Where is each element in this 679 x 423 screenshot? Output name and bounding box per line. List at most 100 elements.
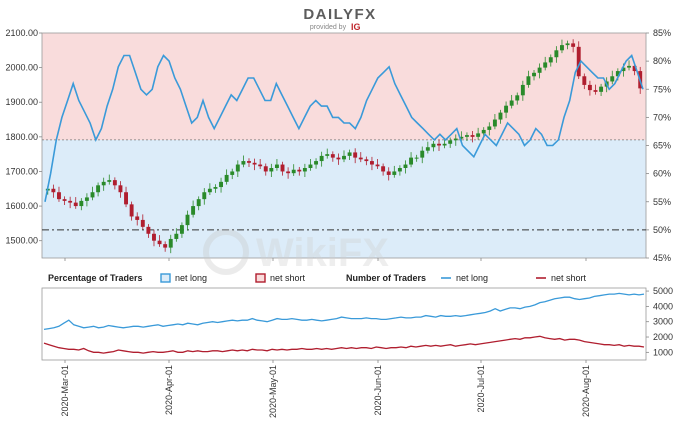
percentage-legend-title: Percentage of Traders — [48, 273, 143, 283]
x-tick-label: 2020-Aug-01 — [581, 365, 591, 417]
price-candle — [207, 188, 212, 193]
price-candle — [129, 204, 134, 217]
right-tick-label: 80% — [653, 56, 671, 66]
reference-lines — [42, 139, 646, 231]
price-candle — [470, 135, 475, 137]
watermark-globe-icon — [203, 229, 249, 275]
price-candle — [599, 86, 604, 92]
price-candle — [498, 112, 503, 120]
price-candle — [152, 233, 156, 241]
price-candle — [420, 150, 425, 158]
percentage-legend: Percentage of Traders net long net short — [48, 273, 306, 283]
count-tick-label: 2000 — [653, 332, 673, 342]
left-tick-label: 1700.00 — [5, 166, 38, 176]
logo-text: DAILYFX — [303, 6, 376, 23]
price-candle — [297, 169, 302, 172]
price-candle — [235, 164, 240, 172]
price-candle — [392, 171, 397, 175]
count-tick-label: 5000 — [653, 286, 673, 296]
price-candle — [336, 157, 341, 160]
left-tick-label: 2100.00 — [5, 28, 38, 38]
net-long-majority-zone — [42, 33, 646, 140]
x-tick-label: 2020-Apr-01 — [164, 365, 174, 415]
price-candle — [459, 136, 464, 139]
price-candle — [582, 76, 587, 85]
price-candle — [347, 152, 352, 156]
x-tick-label: 2020-May-01 — [268, 365, 278, 418]
right-tick-label: 65% — [653, 141, 671, 151]
price-candle — [369, 161, 374, 165]
price-candle — [241, 161, 246, 165]
net-long-count-line — [43, 292, 645, 331]
price-candle — [381, 166, 386, 172]
right-tick-label: 60% — [653, 169, 671, 179]
price-candle — [163, 244, 168, 248]
price-candle — [526, 76, 531, 85]
right-percent-axis: 85% 80% 75% 70% 65% 60% 55% 50% 45% — [646, 28, 671, 263]
price-candle — [185, 214, 190, 226]
price-candle — [621, 67, 626, 72]
right-tick-label: 85% — [653, 28, 671, 38]
right-tick-label: 75% — [653, 84, 671, 94]
right-tick-label: 70% — [653, 112, 671, 122]
price-candle — [191, 206, 196, 215]
count-tick-label: 4000 — [653, 301, 673, 311]
price-candle — [537, 67, 542, 73]
price-candle — [302, 168, 307, 172]
price-candle — [481, 129, 486, 134]
dailyfx-logo: DAILYFX provided by IG — [303, 6, 376, 32]
number-net-long-label: net long — [456, 273, 488, 283]
price-candle — [213, 187, 218, 189]
number-legend-title: Number of Traders — [346, 273, 426, 283]
price-candle — [90, 192, 95, 198]
price-candle — [431, 143, 436, 148]
price-candle — [353, 152, 358, 158]
price-candle — [146, 226, 151, 234]
price-candle — [319, 155, 324, 162]
left-tick-label: 1600.00 — [5, 201, 38, 211]
left-tick-label: 1800.00 — [5, 132, 38, 142]
price-candle — [157, 240, 162, 245]
price-candle — [375, 164, 380, 167]
price-candle — [168, 238, 173, 248]
price-candle — [576, 46, 581, 77]
price-candle — [140, 219, 145, 227]
left-price-axis: 2100.00 2000.00 1900.00 1800.00 1700.00 1600.… — [5, 28, 42, 246]
price-candle — [202, 192, 207, 200]
price-candle — [587, 84, 592, 91]
number-of-traders-plot: 5000 4000 3000 2000 1000 — [41, 286, 673, 361]
price-candle — [543, 62, 548, 68]
net-long-legend-label: net long — [175, 273, 207, 283]
price-candle — [409, 157, 414, 165]
net-short-legend-label: net short — [270, 273, 306, 283]
price-candle — [437, 143, 441, 146]
price-candle — [532, 72, 536, 77]
price-candle — [448, 140, 453, 144]
price-candle — [57, 192, 61, 200]
price-candle — [571, 43, 576, 47]
left-tick-label: 1500.00 — [5, 236, 38, 246]
number-net-short-label: net short — [551, 273, 587, 283]
price-candle — [291, 169, 296, 174]
price-candle — [627, 65, 631, 68]
price-candle — [73, 202, 78, 207]
price-candle — [274, 164, 279, 168]
price-candle — [515, 95, 520, 101]
price-candle — [84, 197, 89, 201]
price-candle — [112, 180, 117, 186]
price-candle — [118, 185, 123, 193]
price-candle — [554, 50, 559, 58]
price-candle — [135, 216, 140, 220]
price-candle — [364, 159, 369, 162]
watermark-text: WikiFX — [256, 231, 389, 275]
logo-subtext: provided by — [310, 24, 347, 31]
price-candle — [79, 200, 84, 207]
price-candle — [96, 185, 101, 193]
price-candle — [453, 138, 458, 141]
price-candle — [476, 133, 481, 137]
price-candle — [464, 135, 469, 137]
price-candle — [224, 174, 229, 182]
price-candle — [51, 188, 56, 193]
